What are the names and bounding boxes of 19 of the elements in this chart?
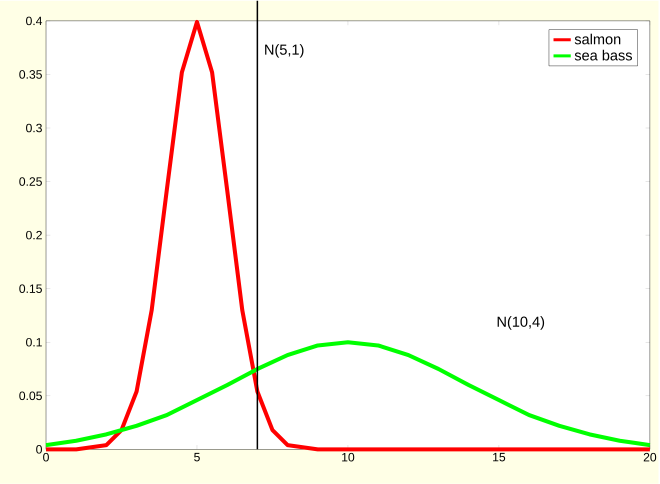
- y-tick-label: 0.2: [26, 230, 42, 240]
- y-tick-label: 0.25: [19, 177, 42, 186]
- legend-label: salmon: [574, 34, 620, 44]
- y-tick-label: 0.35: [19, 70, 42, 79]
- legend-label: sea bass: [574, 50, 632, 61]
- x-tick-label: 0: [43, 452, 49, 462]
- x-tick-label: 5: [194, 452, 200, 462]
- y-tick-label: 0.05: [19, 392, 42, 400]
- y-tick-label: 0.1: [26, 338, 42, 347]
- x-tick-label: 10: [342, 452, 354, 462]
- x-tick-label: 20: [644, 452, 656, 462]
- annotation: N(5,1): [265, 44, 304, 58]
- line-series: [44, 340, 652, 448]
- y-tick-label: 0.15: [19, 284, 42, 294]
- x-tick-label: 15: [493, 452, 506, 462]
- y-tick-label: 0.3: [26, 124, 42, 132]
- y-tick-label: 0: [36, 445, 42, 454]
- annotation: N(10,4): [498, 316, 544, 330]
- y-tick-label: 0.4: [26, 16, 42, 26]
